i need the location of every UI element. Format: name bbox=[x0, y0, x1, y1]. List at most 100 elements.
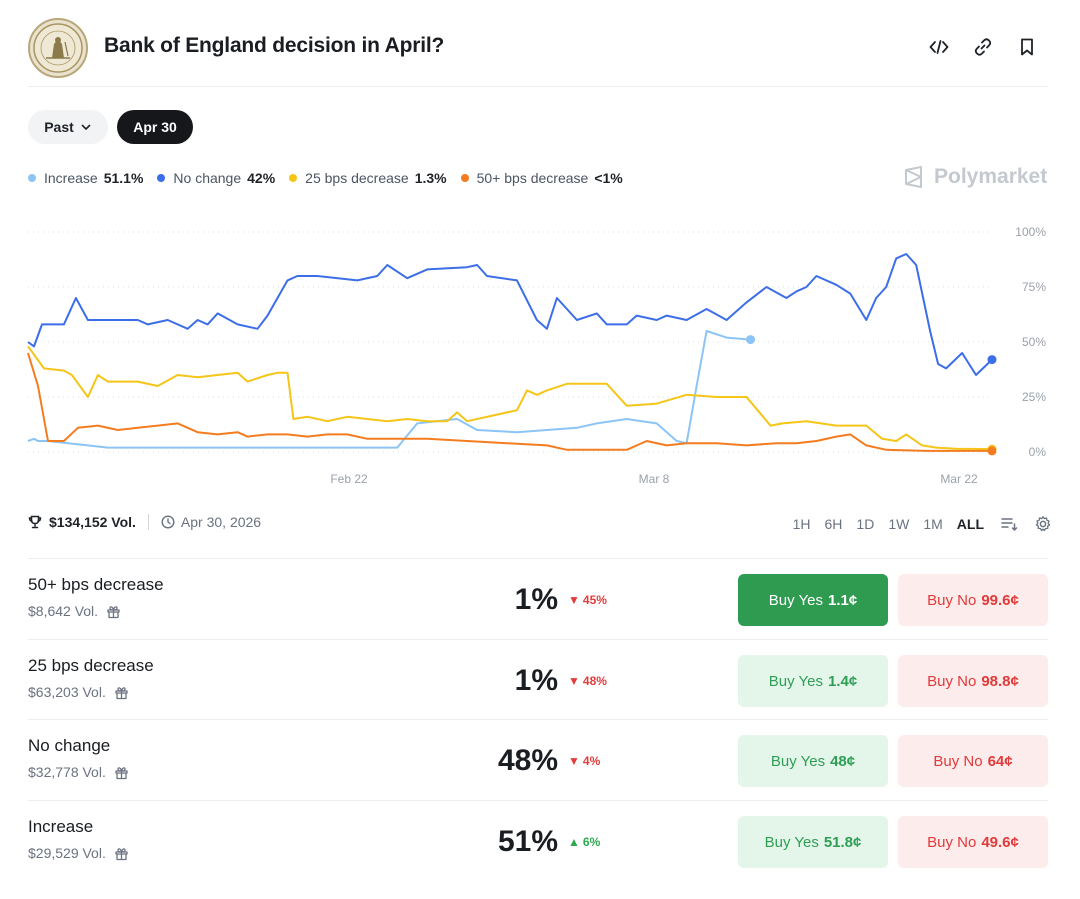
outcome-probability: 1% bbox=[514, 583, 558, 616]
gift-icon[interactable] bbox=[114, 765, 129, 780]
buy-no-label: Buy No bbox=[927, 591, 977, 609]
series-line-25-bps-decrease bbox=[27, 345, 993, 451]
legend-label: 50+ bps decrease bbox=[476, 170, 589, 186]
sort-filter-icon[interactable] bbox=[1000, 515, 1018, 533]
legend-label: 25 bps decrease bbox=[305, 170, 409, 186]
series-end-point bbox=[746, 335, 756, 345]
outcome-probability: 51% bbox=[497, 825, 558, 858]
y-tick-label: 0% bbox=[1029, 445, 1047, 459]
outcome-volume-text: $63,203 Vol. bbox=[28, 684, 106, 700]
header-divider bbox=[28, 86, 1048, 87]
outcome-change: ▼ 48% bbox=[568, 674, 607, 688]
end-date: Apr 30, 2026 bbox=[180, 514, 262, 530]
britannia-seal-icon bbox=[33, 23, 83, 73]
price-history-chart: 100% 75% 50% 25% 0% Feb 22 Mar 8 Mar 22 bbox=[27, 225, 1046, 486]
outcome-volume-text: $8,642 Vol. bbox=[28, 603, 99, 619]
outcome-change: ▼ 45% bbox=[568, 593, 607, 607]
market-title: Bank of England decision in April? bbox=[104, 34, 445, 57]
buy-yes-label: Buy Yes bbox=[770, 752, 826, 770]
past-label: Past bbox=[44, 119, 74, 135]
buy-no-button[interactable]: Buy No 64¢ bbox=[898, 735, 1048, 787]
buy-yes-button[interactable]: Buy Yes 48¢ bbox=[738, 735, 888, 787]
buy-yes-label: Buy Yes bbox=[768, 672, 823, 690]
total-volume: $134,152 Vol. bbox=[49, 514, 136, 530]
x-tick-label: Mar 22 bbox=[940, 472, 978, 486]
legend-item-25bps: 25 bps decrease 1.3% bbox=[289, 170, 447, 186]
x-tick-label: Mar 8 bbox=[639, 472, 670, 486]
buy-yes-button[interactable]: Buy Yes 1.1¢ bbox=[738, 574, 888, 626]
gift-icon[interactable] bbox=[106, 604, 121, 619]
embed-icon[interactable] bbox=[928, 36, 950, 58]
buy-yes-button[interactable]: Buy Yes 1.4¢ bbox=[738, 655, 888, 707]
buy-yes-price: 48¢ bbox=[830, 752, 856, 770]
outcome-change: ▼ 4% bbox=[568, 754, 600, 768]
buy-no-price: 99.6¢ bbox=[981, 591, 1019, 609]
triangle-down-icon: ▼ bbox=[568, 674, 580, 688]
x-tick-label: Feb 22 bbox=[330, 472, 368, 486]
legend-dot bbox=[460, 174, 469, 182]
range-1d[interactable]: 1D bbox=[856, 516, 875, 532]
polymarket-brand: Polymarket bbox=[902, 165, 1047, 189]
buy-no-label: Buy No bbox=[927, 672, 977, 690]
range-1w[interactable]: 1W bbox=[888, 516, 910, 532]
row-divider bbox=[28, 719, 1048, 720]
legend-value: 42% bbox=[247, 170, 276, 186]
y-tick-label: 100% bbox=[1015, 225, 1046, 239]
outcome-volume: $29,529 Vol. bbox=[28, 845, 129, 861]
series-line-increase bbox=[27, 330, 751, 449]
gift-icon[interactable] bbox=[114, 685, 129, 700]
outcome-name: 50+ bps decrease bbox=[28, 575, 164, 594]
clock-icon bbox=[161, 515, 175, 529]
y-tick-label: 50% bbox=[1022, 335, 1046, 349]
legend-dot bbox=[157, 174, 166, 182]
past-dates-dropdown[interactable]: Past bbox=[28, 110, 108, 144]
gift-icon[interactable] bbox=[114, 846, 129, 861]
range-1h[interactable]: 1H bbox=[792, 516, 811, 532]
legend-item-increase: Increase 51.1% bbox=[28, 170, 143, 186]
triangle-down-icon: ▼ bbox=[568, 754, 580, 768]
selected-date-chip[interactable]: Apr 30 bbox=[117, 110, 193, 144]
chart-grid bbox=[28, 231, 992, 453]
outcome-row: Increase $29,529 Vol. 51% ▲ 6% Buy Yes 51… bbox=[28, 801, 1048, 881]
legend-item-50bps: 50+ bps decrease <1% bbox=[460, 170, 623, 186]
buy-yes-label: Buy Yes bbox=[764, 833, 819, 851]
brand-name: Polymarket bbox=[934, 165, 1048, 188]
settings-gear-icon[interactable] bbox=[1034, 515, 1052, 533]
legend-label: Increase bbox=[44, 170, 98, 186]
range-6h[interactable]: 6H bbox=[824, 516, 843, 532]
legend-value: 51.1% bbox=[103, 170, 144, 186]
buy-no-button[interactable]: Buy No 99.6¢ bbox=[898, 574, 1048, 626]
outcome-probability: 48% bbox=[497, 744, 558, 777]
series-end-point bbox=[987, 446, 997, 456]
outcome-name: Increase bbox=[28, 817, 94, 836]
buy-no-label: Buy No bbox=[933, 752, 983, 770]
y-axis-ticks: 100% 75% 50% 25% 0% bbox=[1015, 225, 1046, 459]
series-line-no-change bbox=[27, 253, 993, 376]
buy-yes-price: 51.8¢ bbox=[823, 833, 862, 851]
outcome-row: No change $32,778 Vol. 48% ▼ 4% Buy Yes 4… bbox=[28, 720, 1048, 800]
buy-no-button[interactable]: Buy No 49.6¢ bbox=[898, 816, 1048, 868]
range-all[interactable]: ALL bbox=[956, 516, 984, 532]
outcome-change: ▲ 6% bbox=[568, 835, 600, 849]
legend-value: 1.3% bbox=[414, 170, 447, 186]
buy-no-label: Buy No bbox=[927, 833, 977, 851]
bank-of-england-logo bbox=[28, 18, 88, 78]
buy-no-price: 98.8¢ bbox=[981, 672, 1019, 690]
buy-no-button[interactable]: Buy No 98.8¢ bbox=[898, 655, 1048, 707]
outcome-volume: $63,203 Vol. bbox=[28, 684, 129, 700]
link-icon[interactable] bbox=[972, 36, 994, 58]
outcomes-top-divider bbox=[28, 558, 1048, 559]
range-1m[interactable]: 1M bbox=[923, 516, 943, 532]
row-divider bbox=[28, 800, 1048, 801]
buy-no-price: 49.6¢ bbox=[981, 833, 1019, 851]
outcome-volume-text: $29,529 Vol. bbox=[28, 845, 106, 861]
market-stats: $134,152 Vol. Apr 30, 2026 bbox=[28, 514, 261, 530]
outcome-volume: $8,642 Vol. bbox=[28, 603, 121, 619]
outcome-volume-text: $32,778 Vol. bbox=[28, 764, 106, 780]
buy-yes-button[interactable]: Buy Yes 51.8¢ bbox=[738, 816, 888, 868]
outcome-name: No change bbox=[28, 736, 111, 755]
bookmark-icon[interactable] bbox=[1016, 36, 1038, 58]
legend-item-no-change: No change 42% bbox=[157, 170, 275, 186]
legend-value: <1% bbox=[594, 170, 623, 186]
polymarket-logo-icon bbox=[905, 166, 922, 188]
